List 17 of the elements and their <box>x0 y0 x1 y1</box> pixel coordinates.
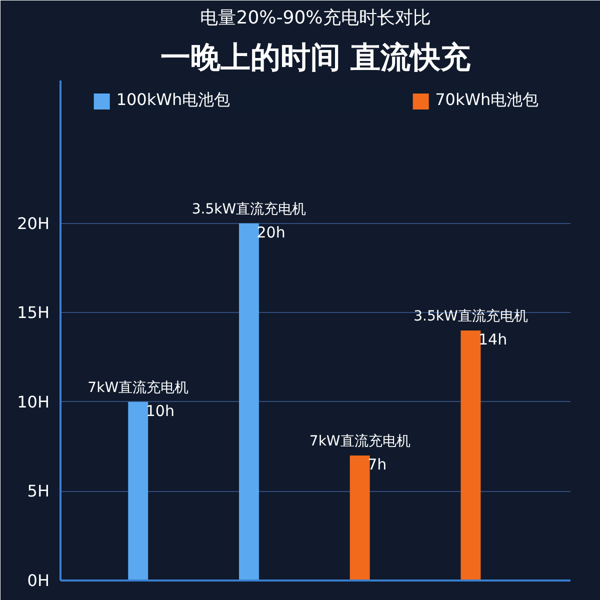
bar <box>460 330 481 580</box>
legend-label: 100kWh电池包 <box>116 90 230 111</box>
bar <box>128 402 148 580</box>
y-tick-label: 15H <box>17 303 50 322</box>
y-tick-label: 10H <box>17 392 50 412</box>
x-tick-label: 7kW直流充电机 <box>88 380 189 396</box>
x-tick-label: 7kW直流充电机 <box>309 434 410 450</box>
chart-subtitle: 电量20%-90%充电时长对比 <box>200 8 431 28</box>
bar <box>239 223 259 580</box>
x-tick-label: 3.5kW直流充电机 <box>192 201 306 218</box>
legend-label: 70kWh电池包 <box>435 90 539 111</box>
y-tick-label: 20H <box>17 214 50 233</box>
y-tick-label: 0H <box>27 571 50 590</box>
chart-title: 一晚上的时间 直流快充 <box>160 40 472 76</box>
x-tick-label: 3.5kW直流充电机 <box>414 308 528 324</box>
bar <box>350 456 370 580</box>
y-tick-label: 5H <box>27 482 50 501</box>
